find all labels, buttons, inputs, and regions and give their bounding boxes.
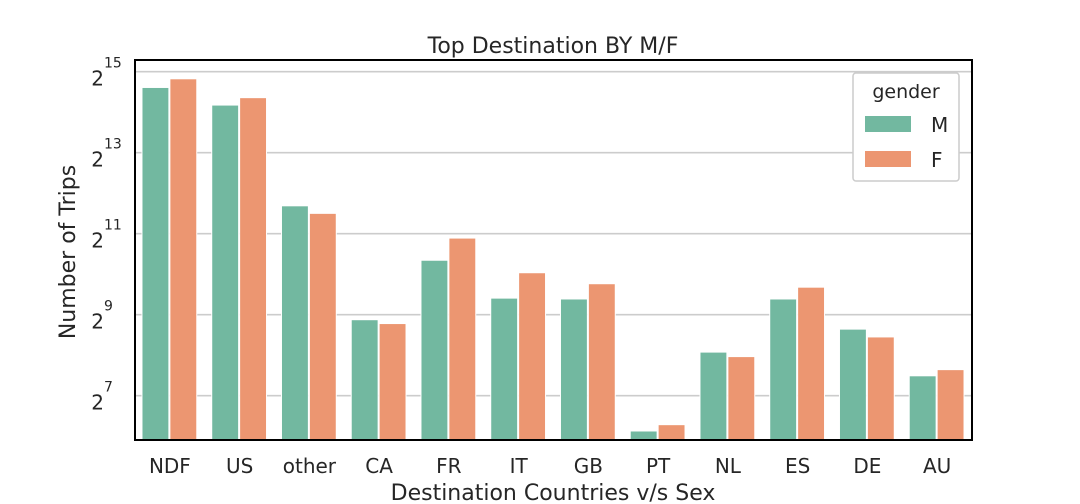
bar-F-other bbox=[308, 212, 337, 441]
gridlines bbox=[135, 70, 972, 397]
bar-M-US bbox=[211, 104, 240, 441]
x-tick-label: IT bbox=[510, 454, 529, 478]
bar-F-US bbox=[239, 97, 268, 441]
y-axis-label: Number of Trips bbox=[56, 165, 81, 339]
y-tick-label: 2 bbox=[91, 229, 104, 253]
legend-swatch-F bbox=[865, 151, 911, 167]
x-tick-labels: NDF US other CA FR IT GB PT NL ES DE AU bbox=[149, 454, 951, 478]
bar-F-PT bbox=[657, 424, 686, 441]
bar-M-NDF bbox=[141, 86, 170, 441]
y-tick-label: 2 bbox=[91, 310, 104, 334]
legend-title: gender bbox=[872, 81, 940, 103]
x-tick-label: DE bbox=[853, 454, 881, 478]
bar-F-AU bbox=[936, 369, 965, 441]
bar-M-IT bbox=[490, 297, 519, 441]
x-tick-label: FR bbox=[436, 454, 462, 478]
x-tick-label: AU bbox=[923, 454, 951, 478]
chart-title: Top Destination BY M/F bbox=[427, 34, 679, 59]
x-tick-label: GB bbox=[574, 454, 603, 478]
legend: gender MF bbox=[852, 72, 960, 182]
bar-F-FR bbox=[448, 237, 477, 441]
y-tick-label: 2 bbox=[91, 148, 104, 172]
bar-M-other bbox=[280, 205, 309, 441]
bar-F-NDF bbox=[169, 78, 198, 441]
plot-frame bbox=[134, 59, 973, 441]
bar-F-ES bbox=[797, 286, 826, 441]
y-tick-exponent: 9 bbox=[104, 299, 113, 315]
bar-M-DE bbox=[838, 328, 867, 441]
y-tick-exponent: 15 bbox=[104, 56, 122, 72]
bar-M-CA bbox=[350, 319, 379, 441]
x-tick-label: ES bbox=[785, 454, 810, 478]
bar-M-GB bbox=[559, 298, 588, 441]
legend-label: F bbox=[931, 148, 943, 172]
y-tick-exponent: 7 bbox=[104, 380, 113, 396]
legend-label: M bbox=[931, 113, 948, 137]
bar-M-NL bbox=[699, 351, 728, 441]
x-tick-label: PT bbox=[646, 454, 671, 478]
x-tick-label: other bbox=[283, 454, 337, 478]
bar-M-FR bbox=[420, 259, 449, 441]
bar-F-NL bbox=[727, 356, 756, 441]
x-tick-label: CA bbox=[365, 454, 393, 478]
y-tick-exponent: 13 bbox=[104, 137, 122, 153]
bar-F-CA bbox=[378, 323, 407, 441]
bar-F-IT bbox=[518, 272, 547, 441]
bars bbox=[141, 78, 965, 441]
y-tick-exponent: 11 bbox=[104, 218, 122, 234]
y-tick-label: 2 bbox=[91, 391, 104, 415]
bar-M-PT bbox=[629, 430, 658, 441]
y-tick-label: 2 bbox=[91, 67, 104, 91]
bar-F-DE bbox=[866, 336, 895, 441]
bar-M-AU bbox=[908, 375, 937, 441]
x-tick-label: NL bbox=[715, 454, 742, 478]
bar-M-ES bbox=[769, 298, 798, 441]
legend-swatch-M bbox=[865, 116, 911, 132]
bar-F-GB bbox=[587, 283, 616, 441]
x-axis-label: Destination Countries v/s Sex bbox=[391, 481, 716, 504]
x-tick-label: US bbox=[226, 454, 253, 478]
x-tick-label: NDF bbox=[149, 454, 191, 478]
